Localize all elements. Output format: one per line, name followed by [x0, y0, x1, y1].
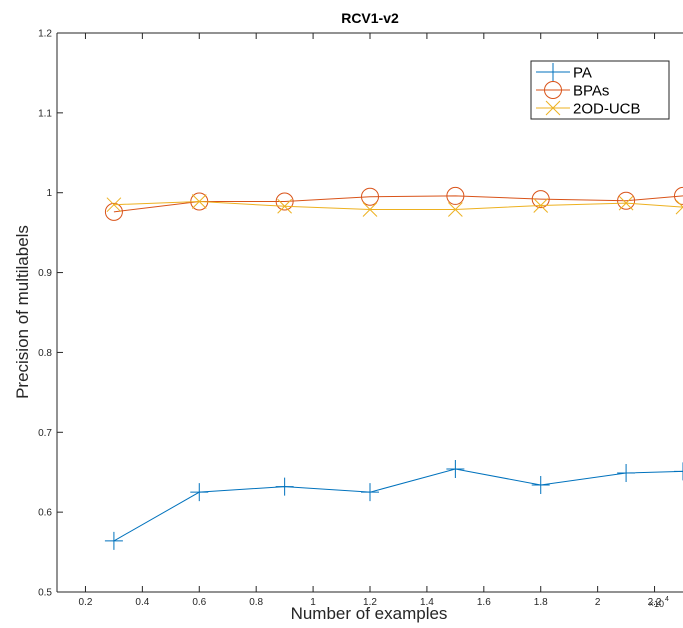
x-tick-label: 1.8	[534, 597, 548, 608]
x-tick-label: 1	[310, 597, 316, 608]
x-axis-label: Number of examples	[291, 604, 448, 623]
y-tick-label: 1.1	[38, 108, 52, 119]
x-marker	[675, 199, 683, 215]
series-line	[113, 195, 683, 213]
plus-marker	[190, 483, 209, 502]
legend-label: PA	[573, 65, 592, 82]
circle-marker	[275, 192, 294, 211]
series-line	[113, 468, 683, 542]
y-tick-label: 0.6	[38, 508, 52, 519]
x-tick-label: 1.2	[363, 597, 377, 608]
x-marker	[533, 198, 549, 213]
legend-item: 2OD-UCB	[536, 101, 641, 118]
series-2od-ucb	[106, 194, 683, 217]
axes: 0.2 0.4 0.6 0.8 1 1.2 1.4 1.6 1.8 2 2.2 0.5 0.6 0.7 0.…	[38, 29, 683, 608]
y-axis-label: Precision of multilabels	[13, 225, 32, 399]
plus-marker	[361, 483, 379, 502]
chart-title: RCV1-v2	[341, 10, 399, 26]
plus-marker	[531, 475, 550, 494]
y-tick-label: 0.9	[38, 268, 52, 279]
x-tick-label: 0.8	[249, 597, 263, 608]
y-tick-label: 0.7	[38, 428, 52, 439]
y-tick-label: 0.8	[38, 348, 52, 359]
x-marker	[191, 194, 207, 209]
x-tick-label: 2	[595, 597, 601, 608]
x-tick-label: 2.2	[648, 597, 662, 608]
plus-marker	[617, 464, 636, 483]
x-marker	[362, 202, 378, 217]
circle-marker	[617, 191, 636, 210]
legend-label: BPAs	[573, 83, 609, 100]
plus-marker	[544, 63, 562, 81]
x-tick-label: 0.2	[79, 597, 93, 608]
legend-item: BPAs	[536, 81, 609, 100]
x-tick-label: 1.4	[420, 597, 434, 608]
x-tick-label: 0.4	[135, 597, 149, 608]
plus-marker	[674, 462, 683, 481]
plus-marker	[275, 477, 294, 496]
legend-label: 2OD-UCB	[573, 101, 641, 118]
circle-marker	[361, 187, 379, 206]
x-marker	[618, 195, 634, 211]
x-marker	[106, 197, 122, 213]
legend-item: PA	[536, 63, 592, 82]
circle-marker	[531, 190, 550, 209]
x-marker	[545, 100, 561, 116]
plus-marker	[104, 531, 123, 550]
x-tick-label: 0.6	[192, 597, 206, 608]
x-marker	[448, 202, 463, 217]
y-tick-label: 1.2	[38, 29, 52, 40]
series-pa	[104, 460, 683, 550]
x-axis-multiplier: ×10	[649, 599, 664, 609]
circle-marker	[104, 202, 123, 221]
plus-marker	[446, 460, 465, 479]
circle-marker	[544, 81, 562, 99]
y-tick-label: 0.5	[38, 588, 52, 599]
series-line	[113, 200, 683, 210]
circle-marker	[674, 186, 683, 205]
x-axis-multiplier-exponent: 4	[665, 596, 669, 603]
x-tick-label: 1.6	[477, 597, 491, 608]
series-layer	[104, 186, 683, 550]
circle-marker	[446, 186, 465, 205]
y-tick-label: 1	[46, 188, 52, 199]
x-marker	[277, 198, 292, 214]
